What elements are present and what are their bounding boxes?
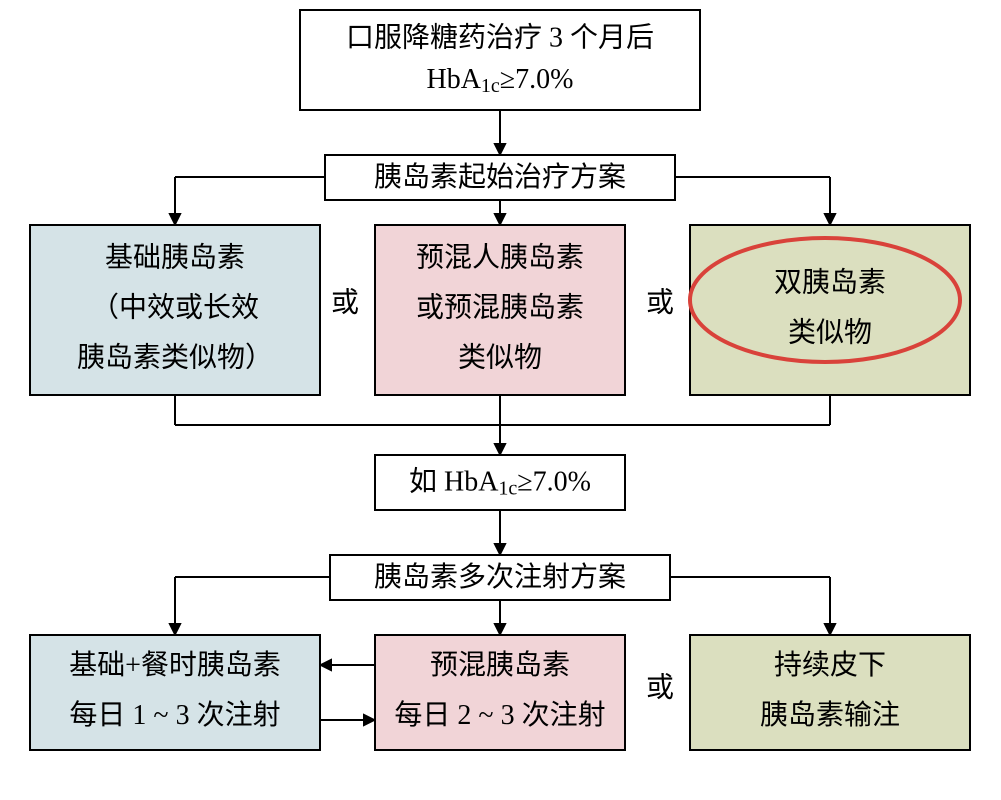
node-text: 双胰岛素 bbox=[774, 266, 886, 298]
flow-node-o2: 预混人胰岛素或预混胰岛素类似物 bbox=[375, 225, 625, 395]
flow-node-n4: 胰岛素多次注射方案 bbox=[330, 555, 670, 600]
node-text: 类似物 bbox=[458, 341, 542, 373]
connector-or: 或 bbox=[646, 671, 674, 703]
node-text: 持续皮下 bbox=[774, 649, 886, 681]
node-text: 胰岛素类似物） bbox=[77, 341, 273, 373]
node-text: 口服降糖药治疗 3 个月后 bbox=[346, 21, 654, 53]
flow-node-p1: 基础+餐时胰岛素每日 1 ~ 3 次注射 bbox=[30, 635, 320, 750]
node-text: 类似物 bbox=[788, 316, 872, 348]
flow-node-n2: 胰岛素起始治疗方案 bbox=[325, 155, 675, 200]
flow-node-p3: 持续皮下胰岛素输注 bbox=[690, 635, 970, 750]
node-text: 或预混胰岛素 bbox=[416, 291, 584, 323]
node-text: HbA1c≥7.0% bbox=[426, 64, 573, 96]
connector-or: 或 bbox=[331, 286, 359, 318]
node-text: 胰岛素多次注射方案 bbox=[374, 561, 626, 593]
node-text: 胰岛素起始治疗方案 bbox=[374, 161, 626, 193]
node-text: 每日 1 ~ 3 次注射 bbox=[69, 699, 280, 731]
connector-or: 或 bbox=[646, 286, 674, 318]
node-text: 预混人胰岛素 bbox=[416, 241, 584, 273]
node-text: 预混胰岛素 bbox=[430, 649, 570, 681]
node-text: 基础胰岛素 bbox=[105, 241, 245, 273]
flow-node-n1: 口服降糖药治疗 3 个月后 HbA1c≥7.0% bbox=[300, 10, 700, 110]
node-text: （中效或长效 bbox=[91, 291, 259, 323]
node-text: 基础+餐时胰岛素 bbox=[69, 649, 281, 681]
flow-node-n3: 如 HbA1c≥7.0% bbox=[375, 455, 625, 510]
node-text: 胰岛素输注 bbox=[760, 699, 900, 731]
flow-node-o3: 双胰岛素类似物 bbox=[690, 225, 970, 395]
flow-node-p2: 预混胰岛素每日 2 ~ 3 次注射 bbox=[375, 635, 625, 750]
flow-node-o1: 基础胰岛素 （中效或长效胰岛素类似物） bbox=[30, 225, 320, 395]
node-text: 每日 2 ~ 3 次注射 bbox=[394, 699, 605, 731]
